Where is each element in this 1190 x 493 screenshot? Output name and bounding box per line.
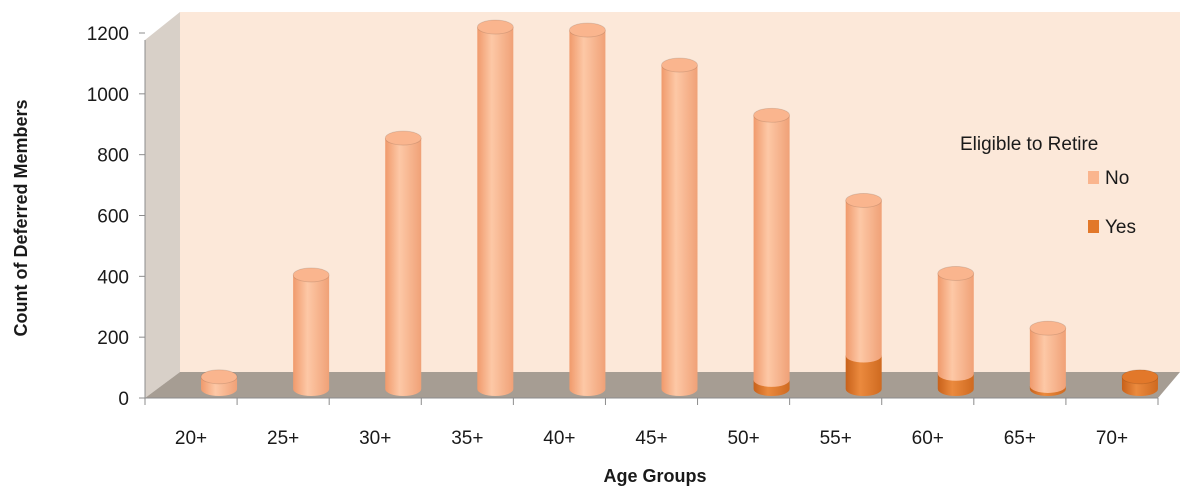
chart-side-wall — [145, 12, 180, 398]
y-axis-ticks: 0 200 400 600 800 1000 1200 — [87, 24, 145, 410]
bar-yes-70+ — [1121, 369, 1159, 396]
bar-cap — [845, 193, 883, 208]
x-axis-ticks: 20+ 25+ 30+ 35+ 40+ 45+ 50+ 55+ 60+ 65+ 70+ — [144, 398, 1159, 449]
y-tick-label: 600 — [97, 207, 129, 228]
bar-cap — [569, 22, 606, 38]
bar-cap — [200, 369, 238, 385]
bar-cap — [384, 130, 422, 146]
bar-cap — [661, 57, 698, 73]
bar-no-30+ — [384, 130, 422, 396]
bar-cap — [292, 267, 330, 283]
bar-cap — [1121, 369, 1159, 385]
x-tick-label: 45+ — [635, 428, 667, 449]
bar-body — [937, 273, 974, 381]
bar-yes-55+ — [845, 355, 882, 396]
bar-cap — [937, 266, 975, 281]
bar-no-45+ — [661, 57, 698, 396]
x-tick-label: 40+ — [543, 428, 575, 449]
legend-label-yes: Yes — [1105, 217, 1136, 238]
legend-label-no: No — [1105, 168, 1129, 189]
x-axis-title: Age Groups — [603, 466, 706, 486]
y-axis-title: Count of Deferred Members — [11, 99, 31, 336]
legend: Eligible to Retire No Yes — [960, 134, 1136, 238]
bar-body — [661, 65, 698, 396]
bar-no-35+ — [476, 19, 514, 397]
x-tick-label: 55+ — [820, 428, 852, 449]
bar-body — [293, 274, 330, 396]
y-tick-label: 200 — [97, 328, 129, 349]
bar-body — [1029, 328, 1066, 393]
x-tick-label: 25+ — [267, 428, 299, 449]
bars-group — [200, 19, 1159, 397]
y-tick-label: 400 — [97, 267, 129, 288]
y-tick-label: 800 — [97, 146, 129, 167]
bar-no-25+ — [292, 267, 330, 396]
bar-no-50+ — [753, 107, 790, 387]
x-tick-label: 50+ — [727, 428, 759, 449]
x-tick-label: 30+ — [359, 428, 391, 449]
bar-no-65+ — [1029, 320, 1067, 393]
bar-cap — [1029, 320, 1067, 336]
bar-no-60+ — [937, 266, 975, 381]
x-tick-label: 70+ — [1096, 428, 1128, 449]
bar-body — [845, 355, 882, 396]
bar-cap — [476, 19, 514, 35]
legend-swatch-no — [1088, 171, 1099, 184]
y-tick-label: 0 — [118, 389, 129, 410]
legend-title: Eligible to Retire — [960, 134, 1098, 155]
bar-body — [845, 200, 882, 363]
bar-no-20+ — [200, 369, 238, 396]
bar-cap — [753, 107, 790, 123]
x-tick-label: 35+ — [451, 428, 483, 449]
x-tick-label: 20+ — [175, 428, 207, 449]
bar-body — [569, 30, 606, 396]
y-tick-label: 1000 — [87, 85, 129, 106]
x-tick-label: 65+ — [1004, 428, 1036, 449]
bar-no-40+ — [569, 22, 606, 396]
bar-body — [477, 27, 514, 397]
x-tick-label: 60+ — [912, 428, 944, 449]
y-tick-label: 1200 — [87, 24, 129, 45]
bar-body — [753, 115, 790, 387]
legend-swatch-yes — [1088, 220, 1099, 233]
bar-body — [385, 138, 422, 396]
bar-no-55+ — [845, 193, 883, 363]
